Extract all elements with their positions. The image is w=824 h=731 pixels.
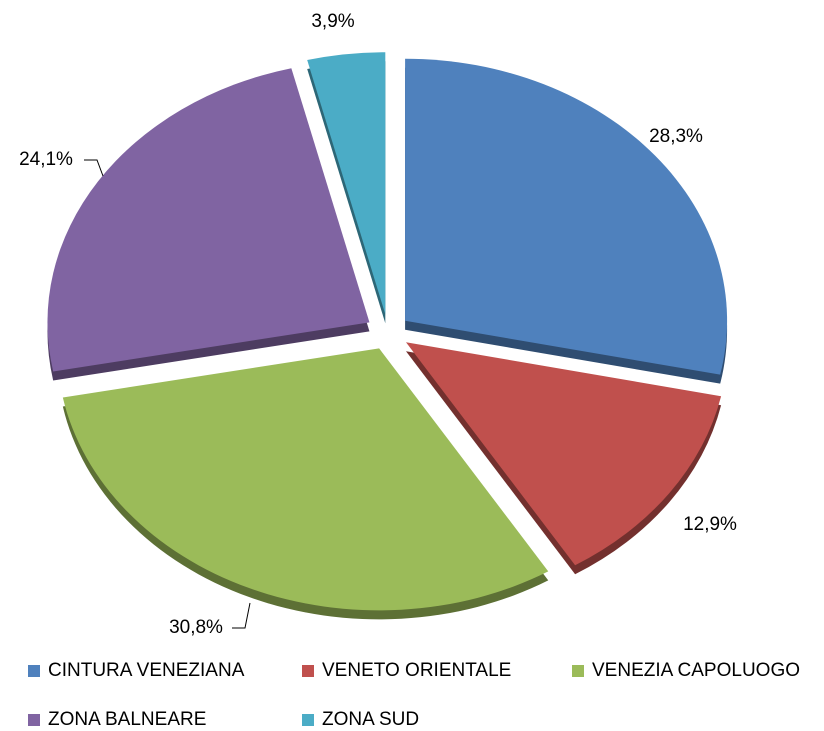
legend-label: VENEZIA CAPOLUOGO	[592, 660, 800, 681]
leader-line	[232, 602, 251, 629]
legend-label: ZONA SUD	[322, 709, 419, 730]
slice	[405, 58, 728, 375]
legend-swatch	[302, 714, 314, 726]
slice	[62, 348, 549, 611]
legend-swatch	[302, 665, 314, 677]
legend-label: VENETO ORIENTALE	[322, 660, 511, 681]
data-label: 30,8%	[169, 617, 223, 638]
data-label: 28,3%	[649, 126, 703, 147]
data-label: 12,9%	[683, 514, 737, 535]
slice	[47, 68, 370, 372]
data-label: 24,1%	[19, 149, 73, 170]
legend-swatch	[28, 665, 40, 677]
legend-swatch	[28, 714, 40, 726]
slice	[307, 52, 386, 315]
legend-swatch	[572, 665, 584, 677]
legend-label: CINTURA VENEZIANA	[48, 660, 245, 681]
slice	[405, 342, 722, 566]
data-label: 3,9%	[311, 11, 354, 32]
legend-label: ZONA BALNEARE	[48, 709, 206, 730]
leader-line	[84, 159, 104, 177]
